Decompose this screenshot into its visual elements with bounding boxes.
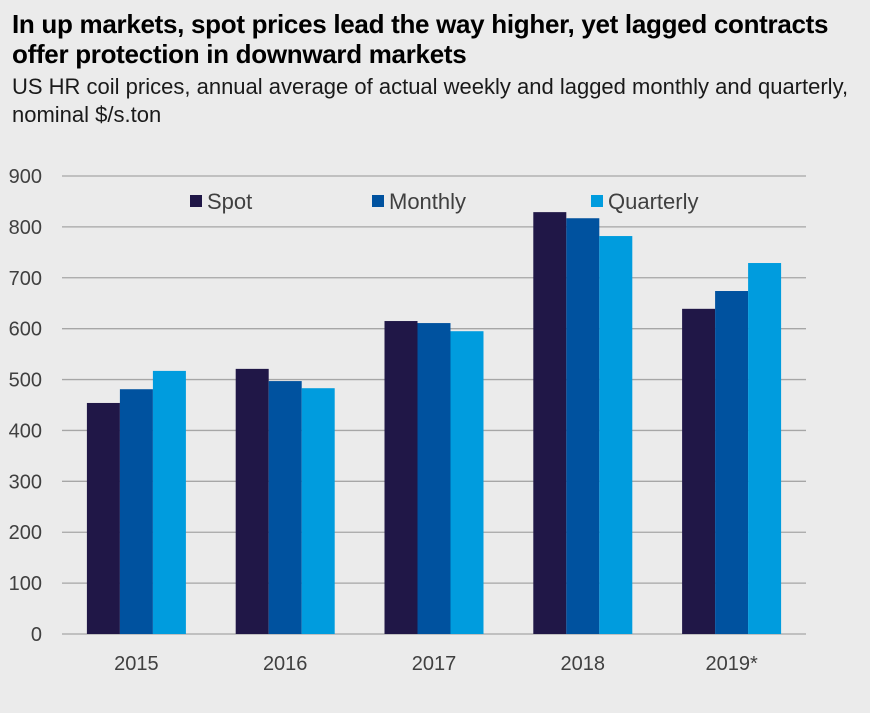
x-tick-label: 2018: [561, 653, 606, 675]
x-tick-label: 2016: [263, 653, 308, 675]
x-tick-label: 2019*: [705, 653, 757, 675]
bar-quarterly-2015: [152, 370, 186, 634]
y-axis-ticks: 0 100 200 300 400 500 600 700 800 900: [9, 166, 42, 646]
bar-monthly-2016: [268, 381, 302, 634]
legend-label-quarterly: Quarterly: [608, 189, 698, 214]
legend-label-spot: Spot: [207, 189, 252, 214]
bar-monthly-2019: [715, 291, 749, 634]
y-tick-label: 700: [9, 268, 42, 290]
y-tick-label: 200: [9, 522, 42, 544]
y-tick-label: 600: [9, 319, 42, 341]
chart-subtitle: US HR coil prices, annual average of act…: [12, 74, 849, 127]
bar-spot-2016: [235, 368, 269, 634]
y-tick-label: 800: [9, 217, 42, 239]
legend-swatch-quarterly: [591, 195, 603, 207]
legend: Spot Monthly Quarterly: [190, 189, 698, 214]
bar-monthly-2015: [119, 389, 153, 634]
y-tick-label: 300: [9, 471, 42, 493]
bar-spot-2019: [682, 308, 716, 634]
bar-quarterly-2019: [748, 263, 782, 634]
bar-spot-2017: [384, 321, 418, 634]
y-tick-label: 100: [9, 573, 42, 595]
y-tick-label: 900: [9, 166, 42, 188]
legend-swatch-spot: [190, 195, 202, 207]
x-tick-label: 2015: [114, 653, 159, 675]
bar-monthly-2017: [417, 323, 451, 634]
y-tick-label: 500: [9, 370, 42, 392]
y-tick-label: 400: [9, 420, 42, 442]
x-axis-ticks: 2015 2016 2017 2018 2019*: [114, 653, 758, 675]
chart-title: In up markets, spot prices lead the way …: [12, 9, 829, 69]
bar-monthly-2018: [566, 218, 600, 634]
bar-spot-2015: [86, 402, 120, 634]
bar-spot-2018: [533, 212, 567, 634]
bar-quarterly-2018: [599, 236, 633, 634]
bar-quarterly-2017: [450, 331, 484, 634]
bars: [86, 212, 782, 634]
y-tick-label: 0: [31, 624, 42, 646]
legend-label-monthly: Monthly: [389, 189, 466, 214]
bar-quarterly-2016: [301, 388, 335, 634]
legend-swatch-monthly: [372, 195, 384, 207]
x-tick-label: 2017: [412, 653, 457, 675]
